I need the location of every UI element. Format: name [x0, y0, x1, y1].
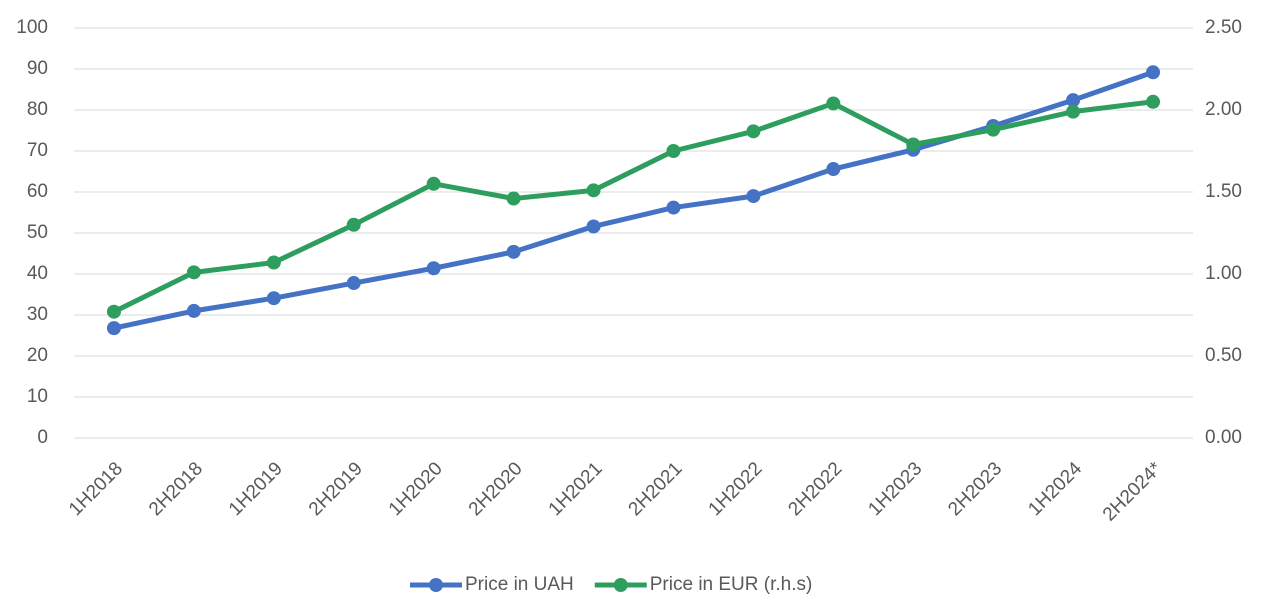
y-tick-label: 80: [27, 99, 48, 120]
legend-label: Price in EUR (r.h.s): [650, 574, 813, 595]
point: [106, 321, 121, 336]
point: [426, 261, 441, 276]
point: [826, 162, 841, 177]
x-tick-label: 2H2018: [145, 458, 207, 520]
y-tick-label: 20: [27, 345, 48, 366]
series-line: [112, 99, 1154, 314]
y-tick-label: 90: [27, 58, 48, 79]
point: [186, 303, 201, 318]
legend-marker: [613, 578, 628, 592]
y-tick-label: 100: [16, 17, 48, 38]
legend-label: Price in UAH: [465, 574, 574, 595]
point: [266, 291, 281, 306]
x-tick-label: 1H2024: [1024, 458, 1086, 520]
y-tick-label: 30: [27, 304, 48, 325]
x-tick-label: 1H2019: [225, 458, 287, 520]
point: [1146, 65, 1161, 80]
point: [586, 183, 601, 198]
point: [746, 124, 761, 139]
x-tick-label: 2H2022: [784, 458, 846, 520]
x-tick-label: 2H2021: [625, 458, 687, 520]
point: [106, 304, 121, 319]
x-tick-label: 1H2021: [545, 458, 607, 520]
x-tick-label: 1H2018: [65, 458, 127, 520]
y2-tick-label: 0.00: [1205, 427, 1242, 448]
x-tick-label: 2H2020: [465, 458, 527, 520]
x-tick-label: 2H2024*: [1099, 458, 1167, 526]
y-tick-label: 40: [27, 263, 48, 284]
x-tick-label: 1H2023: [864, 458, 926, 520]
point: [346, 276, 361, 291]
point: [1146, 94, 1161, 109]
y-tick-label: 0: [37, 427, 48, 448]
y-tick-label: 70: [27, 140, 48, 161]
y2-tick-label: 1.00: [1205, 263, 1242, 284]
y2-tick-label: 2.50: [1205, 17, 1242, 38]
point: [666, 200, 681, 215]
y-tick-label: 10: [27, 386, 48, 407]
point: [426, 176, 441, 191]
x-tick-label: 1H2020: [385, 458, 447, 520]
point: [746, 189, 761, 204]
x-tick-label: 2H2023: [944, 458, 1006, 520]
y-tick-label: 50: [27, 222, 48, 243]
point: [186, 265, 201, 280]
point: [1066, 93, 1081, 108]
point: [586, 219, 601, 234]
series-line: [113, 69, 1154, 331]
point: [986, 122, 1001, 137]
point: [346, 217, 361, 232]
point: [666, 144, 681, 158]
point: [906, 137, 921, 152]
x-tick-label: 1H2022: [705, 458, 767, 520]
y2-tick-label: 1.50: [1205, 181, 1242, 202]
point: [506, 191, 521, 206]
x-tick-label: 2H2019: [305, 458, 367, 520]
y2-tick-label: 2.00: [1205, 99, 1242, 120]
point: [506, 244, 521, 259]
point: [826, 96, 841, 111]
legend-marker: [429, 578, 443, 592]
point: [266, 255, 281, 270]
y-tick-label: 60: [27, 181, 48, 202]
point: [1066, 104, 1081, 119]
y2-tick-label: 0.50: [1205, 345, 1242, 366]
